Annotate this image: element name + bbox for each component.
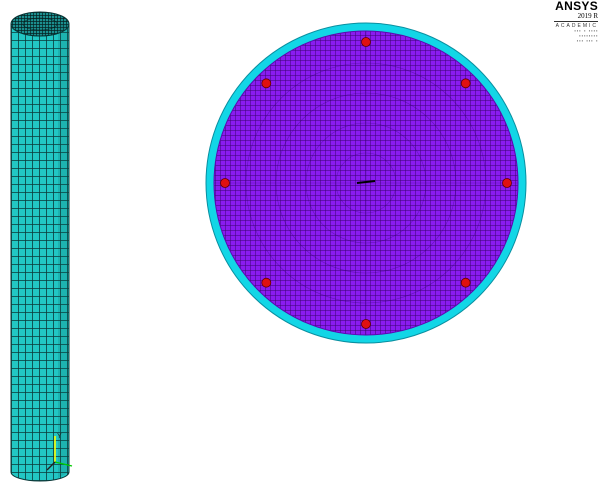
rebar-marker <box>460 78 471 89</box>
rebar-marker <box>361 319 371 329</box>
rebar-marker <box>261 78 272 89</box>
rebar-marker <box>460 277 471 288</box>
rebar-markers <box>220 37 512 329</box>
ansys-brand: ANSYS 2019 R ACADEMIC ▪▪▪ ▪ ▪▪▪▪ ▪▪▪▪▪▪▪▪… <box>536 0 598 45</box>
brand-meta: ▪▪▪ ▪ ▪▪▪▪ ▪▪▪▪▪▪▪▪ ▪▪▪ ▪▪▪ ▪ <box>573 30 598 44</box>
brand-divider <box>554 21 598 22</box>
mesh-cylinder <box>10 11 70 482</box>
cylinder-body <box>10 23 70 482</box>
section-view <box>205 22 527 344</box>
rebar-marker <box>361 37 371 47</box>
cylinder-top-cap <box>10 11 70 37</box>
rebar-marker <box>502 178 512 188</box>
cylinder-shading <box>58 24 69 478</box>
rebar-marker <box>261 277 272 288</box>
edition-label: ACADEMIC <box>555 23 598 29</box>
axis-triad-icon: Y <box>46 433 73 471</box>
triad-y-label: Y <box>57 433 62 440</box>
rebar-marker <box>220 178 230 188</box>
ansys-logo: ANSYS <box>555 0 598 13</box>
section-center-mark <box>356 180 376 184</box>
release-label: 2019 R <box>577 12 598 20</box>
